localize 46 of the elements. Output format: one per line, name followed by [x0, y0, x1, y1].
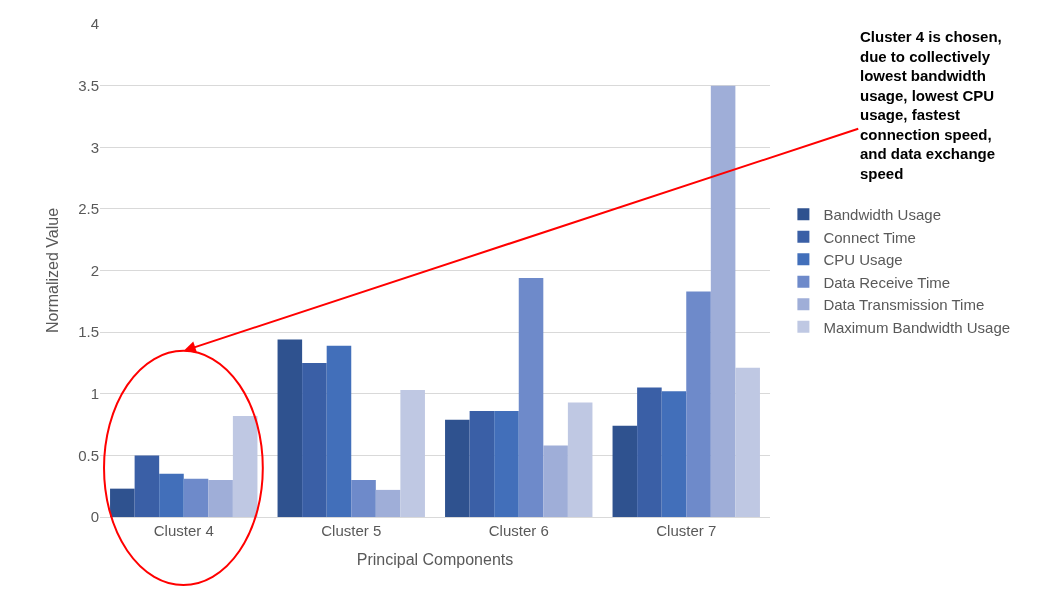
bar	[351, 480, 376, 517]
y-tick-label: 0	[90, 508, 99, 526]
bar	[735, 367, 760, 517]
legend-label: Maximum Bandwidth Usage	[823, 318, 1011, 336]
y-tick-label: 1	[90, 385, 99, 402]
x-tick-label: Cluster 7	[656, 522, 717, 539]
y-axis-title: Normalized Value	[44, 207, 62, 334]
x-axis-title: Principal Components	[356, 550, 514, 568]
y-tick-label: 3.5	[78, 76, 99, 94]
legend-label: Bandwidth Usage	[823, 206, 941, 224]
legend-label: CPU Usage	[823, 251, 903, 269]
y-tick-label: 2.5	[78, 200, 99, 218]
bar	[400, 390, 425, 517]
bar	[110, 488, 135, 517]
y-tick-label: 3	[90, 138, 99, 156]
bar	[208, 480, 233, 517]
bar	[543, 445, 568, 517]
y-tick-label: 4	[90, 15, 99, 33]
bar	[637, 387, 662, 517]
legend-label: Data Transmission Time	[823, 296, 985, 314]
bar	[277, 339, 303, 517]
legend-label: Connect Time	[823, 228, 916, 246]
bar	[494, 411, 519, 517]
legend-label: Data Receive Time	[823, 273, 951, 291]
bar	[159, 473, 184, 517]
bar	[469, 411, 495, 517]
bar	[710, 85, 736, 517]
bar	[134, 455, 160, 517]
bar	[661, 391, 687, 517]
bar	[375, 489, 401, 517]
x-tick-label: Cluster 6	[488, 522, 549, 539]
bar	[445, 419, 470, 517]
y-tick-label: 0.5	[78, 446, 99, 464]
text: Cluster 4 is chosen, due to collectively lowest bandwidth usage, lowest CPU usage, fastest connection speed, and data exchange speed	[860, 28, 1002, 182]
bar	[686, 291, 711, 517]
bar	[567, 402, 593, 517]
bar	[518, 277, 544, 517]
bar	[612, 425, 638, 517]
bar	[183, 478, 209, 517]
y-tick-label: 2	[90, 261, 99, 279]
bar	[232, 415, 258, 517]
bar	[326, 345, 352, 517]
x-tick-label: Cluster 4	[153, 522, 214, 539]
y-tick-label: 1.5	[78, 323, 99, 341]
bar	[302, 362, 327, 517]
x-tick-label: Cluster 5	[321, 522, 382, 539]
